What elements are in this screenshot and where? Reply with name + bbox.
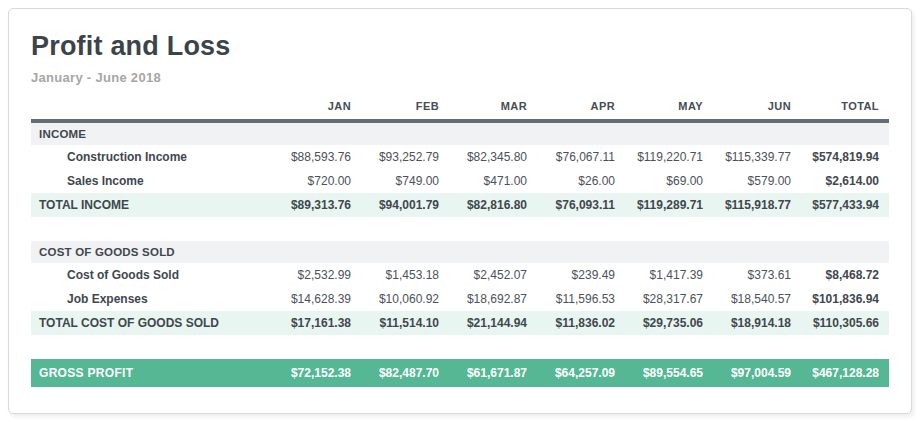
cell-value: $18,914.18 xyxy=(713,311,801,335)
cell-value: $82,816.80 xyxy=(449,193,537,217)
column-header-apr: APR xyxy=(537,100,625,121)
spacer-row xyxy=(31,217,889,241)
table-row-sales-income: Sales Income $720.00 $749.00 $471.00 $26… xyxy=(31,169,889,193)
cell-value: $97,004.59 xyxy=(713,359,801,387)
row-label: Cost of Goods Sold xyxy=(31,263,273,287)
cell-value: $89,554.65 xyxy=(625,359,713,387)
cell-value: $720.00 xyxy=(273,169,361,193)
section-header-cogs: COST OF GOODS SOLD xyxy=(31,241,889,263)
table-row-gross-profit: GROSS PROFIT $72,152.38 $82,487.70 $61,6… xyxy=(31,359,889,387)
cell-value: $11,596.53 xyxy=(537,287,625,311)
cell-value: $76,067.11 xyxy=(537,145,625,169)
cell-value: $94,001.79 xyxy=(361,193,449,217)
cell-total: $2,614.00 xyxy=(801,169,889,193)
row-label: GROSS PROFIT xyxy=(31,359,273,387)
cell-value: $18,540.57 xyxy=(713,287,801,311)
cell-value: $64,257.09 xyxy=(537,359,625,387)
cell-value: $11,514.10 xyxy=(361,311,449,335)
cell-value: $239.49 xyxy=(537,263,625,287)
cell-value: $26.00 xyxy=(537,169,625,193)
table-row-total-cogs: TOTAL COST OF GOODS SOLD $17,161.38 $11,… xyxy=(31,311,889,335)
cell-value: $17,161.38 xyxy=(273,311,361,335)
table-row-construction-income: Construction Income $88,593.76 $93,252.7… xyxy=(31,145,889,169)
cell-value: $29,735.06 xyxy=(625,311,713,335)
cell-value: $82,487.70 xyxy=(361,359,449,387)
column-header-jun: JUN xyxy=(713,100,801,121)
cell-value: $119,220.71 xyxy=(625,145,713,169)
cell-total: $577,433.94 xyxy=(801,193,889,217)
report-title: Profit and Loss xyxy=(31,31,889,62)
row-label: Job Expenses xyxy=(31,287,273,311)
cell-value: $69.00 xyxy=(625,169,713,193)
section-header-income: INCOME xyxy=(31,121,889,145)
cell-value: $72,152.38 xyxy=(273,359,361,387)
column-header-feb: FEB xyxy=(361,100,449,121)
section-label: INCOME xyxy=(31,121,889,145)
cell-value: $373.61 xyxy=(713,263,801,287)
spacer-row xyxy=(31,335,889,359)
cell-value: $28,317.67 xyxy=(625,287,713,311)
cell-total: $8,468.72 xyxy=(801,263,889,287)
report-card: Profit and Loss January - June 2018 JAN … xyxy=(8,8,912,414)
cell-value: $579.00 xyxy=(713,169,801,193)
column-header-may: MAY xyxy=(625,100,713,121)
column-header-jan: JAN xyxy=(273,100,361,121)
cell-value: $115,339.77 xyxy=(713,145,801,169)
cell-value: $749.00 xyxy=(361,169,449,193)
cell-value: $115,918.77 xyxy=(713,193,801,217)
cell-value: $11,836.02 xyxy=(537,311,625,335)
row-label: Sales Income xyxy=(31,169,273,193)
cell-value: $2,532.99 xyxy=(273,263,361,287)
cell-value: $119,289.71 xyxy=(625,193,713,217)
row-label: TOTAL INCOME xyxy=(31,193,273,217)
cell-value: $76,093.11 xyxy=(537,193,625,217)
cell-value: $10,060.92 xyxy=(361,287,449,311)
cell-total: $574,819.94 xyxy=(801,145,889,169)
cell-value: $21,144.94 xyxy=(449,311,537,335)
cell-value: $89,313.76 xyxy=(273,193,361,217)
table-row-cost-of-goods-sold: Cost of Goods Sold $2,532.99 $1,453.18 $… xyxy=(31,263,889,287)
cell-value: $61,671.87 xyxy=(449,359,537,387)
column-header-row: JAN FEB MAR APR MAY JUN TOTAL xyxy=(31,100,889,121)
cell-value: $18,692.87 xyxy=(449,287,537,311)
column-header-blank xyxy=(31,100,273,121)
profit-and-loss-table: JAN FEB MAR APR MAY JUN TOTAL INCOME Con… xyxy=(31,100,889,387)
cell-value: $471.00 xyxy=(449,169,537,193)
table-row-job-expenses: Job Expenses $14,628.39 $10,060.92 $18,6… xyxy=(31,287,889,311)
report-period: January - June 2018 xyxy=(31,70,889,85)
cell-value: $1,453.18 xyxy=(361,263,449,287)
cell-total: $101,836.94 xyxy=(801,287,889,311)
row-label: TOTAL COST OF GOODS SOLD xyxy=(31,311,273,335)
section-label: COST OF GOODS SOLD xyxy=(31,241,889,263)
cell-value: $93,252.79 xyxy=(361,145,449,169)
cell-total: $467,128.28 xyxy=(801,359,889,387)
cell-value: $2,452.07 xyxy=(449,263,537,287)
column-header-mar: MAR xyxy=(449,100,537,121)
table-row-total-income: TOTAL INCOME $89,313.76 $94,001.79 $82,8… xyxy=(31,193,889,217)
cell-value: $14,628.39 xyxy=(273,287,361,311)
cell-value: $82,345.80 xyxy=(449,145,537,169)
cell-value: $88,593.76 xyxy=(273,145,361,169)
cell-total: $110,305.66 xyxy=(801,311,889,335)
cell-value: $1,417.39 xyxy=(625,263,713,287)
column-header-total: TOTAL xyxy=(801,100,889,121)
row-label: Construction Income xyxy=(31,145,273,169)
